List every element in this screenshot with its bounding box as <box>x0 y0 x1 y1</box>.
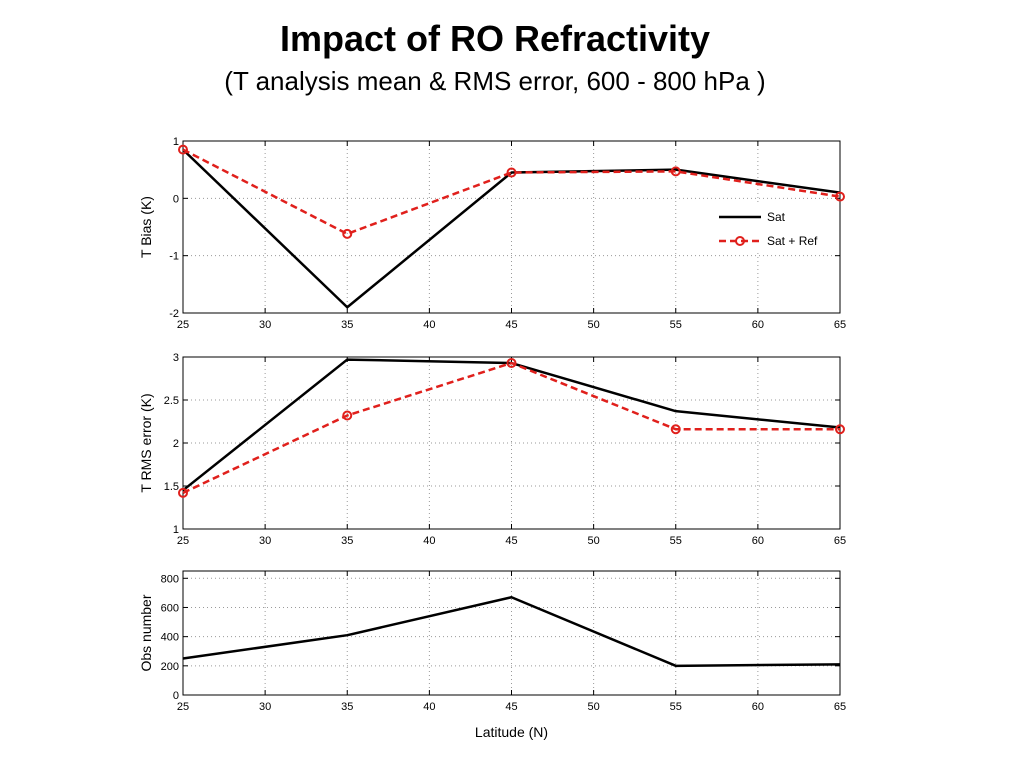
x-tick-label: 25 <box>177 319 189 331</box>
y-tick-label: 800 <box>161 573 179 585</box>
y-tick-label: -1 <box>169 251 179 263</box>
plot-area <box>183 571 840 695</box>
x-tick-label: 55 <box>670 535 682 547</box>
legend-label: Sat <box>767 210 786 224</box>
y-tick-label: 2.5 <box>164 395 179 407</box>
y-tick-label: 1 <box>173 136 179 148</box>
x-tick-label: 65 <box>834 701 846 713</box>
y-tick-label: -2 <box>169 308 179 320</box>
y-tick-label: 3 <box>173 352 179 364</box>
x-tick-label: 65 <box>834 319 846 331</box>
x-tick-label: 35 <box>341 319 353 331</box>
x-tick-label: 40 <box>423 701 435 713</box>
y-tick-label: 2 <box>173 438 179 450</box>
legend-marker <box>735 236 745 246</box>
legend-label: Sat + Ref <box>767 234 818 248</box>
data-point <box>670 424 681 435</box>
x-axis-label: Latitude (N) <box>475 724 548 740</box>
data-point <box>506 358 517 369</box>
data-point <box>178 487 188 498</box>
y-tick-label: 1 <box>173 524 179 536</box>
x-tick-label: 55 <box>670 319 682 331</box>
y-axis-label: T Bias (K) <box>138 196 154 258</box>
x-tick-label: 25 <box>177 701 189 713</box>
data-point <box>506 167 517 178</box>
x-tick-label: 35 <box>341 701 353 713</box>
x-tick-label: 30 <box>259 701 271 713</box>
series-line-2 <box>182 361 840 495</box>
x-tick-label: 60 <box>752 319 764 331</box>
data-point <box>342 410 353 421</box>
y-tick-label: 0 <box>173 690 179 702</box>
x-tick-label: 50 <box>588 319 600 331</box>
x-tick-label: 60 <box>752 535 764 547</box>
y-tick-label: 400 <box>161 632 179 644</box>
y-tick-label: 0 <box>173 193 179 205</box>
x-tick-label: 45 <box>505 319 517 331</box>
y-axis-label: Obs number <box>138 594 154 671</box>
y-tick-label: 1.5 <box>164 481 179 493</box>
data-point <box>342 228 353 239</box>
legend: Sat Sat + Ref <box>711 205 838 253</box>
x-tick-label: 40 <box>423 535 435 547</box>
y-tick-label: 200 <box>161 661 179 673</box>
x-tick-label: 65 <box>834 535 846 547</box>
data-point <box>835 424 845 435</box>
data-point <box>178 144 188 155</box>
x-tick-label: 40 <box>423 319 435 331</box>
x-tick-label: 25 <box>177 535 189 547</box>
x-tick-label: 30 <box>259 535 271 547</box>
x-tick-label: 60 <box>752 701 764 713</box>
chart-panel-3: 25 30 35 40 45 50 55 60 65 0 200 400 600 800 Obs numbe… <box>138 570 846 740</box>
data-point <box>670 166 681 177</box>
x-tick-label: 50 <box>588 701 600 713</box>
slide-title: Impact of RO Refractivity <box>279 18 711 59</box>
chart-panel-2: 25 30 35 40 45 50 55 60 65 1 1.5 2 2.5 3 T RMS error (… <box>138 352 846 547</box>
x-tick-label: 35 <box>341 535 353 547</box>
x-tick-label: 30 <box>259 319 271 331</box>
series-line-1 <box>182 148 841 309</box>
series-line-2 <box>182 148 841 236</box>
legend-box <box>711 205 838 253</box>
x-tick-label: 45 <box>505 535 517 547</box>
slide-subtitle: (T analysis mean & RMS error, 600 - 800 … <box>224 66 766 96</box>
x-tick-label: 55 <box>670 701 682 713</box>
series-line-1 <box>182 596 841 668</box>
y-tick-label: 600 <box>161 602 179 614</box>
x-tick-label: 45 <box>505 701 517 713</box>
data-point <box>835 191 845 202</box>
y-axis-label: T RMS error (K) <box>138 393 154 492</box>
x-tick-label: 50 <box>588 535 600 547</box>
